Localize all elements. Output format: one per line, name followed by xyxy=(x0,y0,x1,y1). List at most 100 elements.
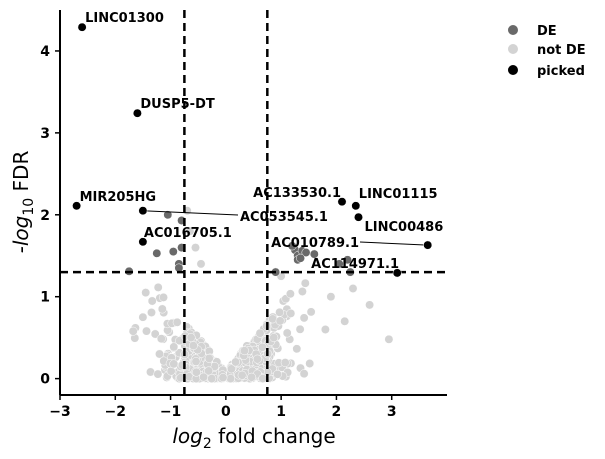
not-de-point xyxy=(340,316,350,326)
de-point xyxy=(163,210,173,220)
not-de-point xyxy=(147,296,157,306)
label-leader-lines xyxy=(142,210,428,246)
picked-point xyxy=(423,240,433,250)
not-de-point xyxy=(348,284,358,293)
picked-label: LINC01300 xyxy=(85,11,164,26)
de-point xyxy=(168,247,178,257)
de-point xyxy=(296,253,305,263)
not-de-point xyxy=(384,334,394,344)
not-de-point xyxy=(252,354,262,364)
not-de-point xyxy=(191,243,200,253)
legend-marker-picked xyxy=(508,65,518,75)
picked-label: DUSP5-DT xyxy=(140,97,214,112)
picked-point xyxy=(337,197,347,207)
y-tick-label: 0 xyxy=(40,372,50,388)
not-de-point xyxy=(299,369,309,379)
not-de-point xyxy=(199,372,209,382)
picked-point xyxy=(354,212,363,222)
picked-point xyxy=(132,108,142,118)
picked-point xyxy=(138,237,148,247)
not-de-points xyxy=(128,206,394,384)
not-de-point xyxy=(292,344,302,354)
legend-marker-de xyxy=(508,25,518,35)
not-de-point xyxy=(186,333,196,343)
not-de-point xyxy=(142,326,151,336)
not-de-point xyxy=(146,367,155,377)
not-de-point xyxy=(231,357,241,367)
y-tick-label: 1 xyxy=(40,290,50,306)
not-de-point xyxy=(185,226,195,236)
y-tick-label: 2 xyxy=(40,208,50,224)
picked-point xyxy=(351,201,361,211)
x-tick-label: −3 xyxy=(49,404,70,420)
not-de-point xyxy=(268,314,278,324)
not-de-point xyxy=(305,359,315,368)
not-de-point xyxy=(273,369,282,379)
label-leader-line xyxy=(359,241,428,246)
not-de-point xyxy=(237,370,247,380)
not-de-point xyxy=(153,369,163,379)
not-de-point xyxy=(365,300,375,310)
picked-point xyxy=(392,268,402,278)
not-de-point xyxy=(326,292,336,302)
picked-point xyxy=(138,206,148,216)
x-tick-label: 2 xyxy=(332,404,342,420)
not-de-point xyxy=(204,366,214,376)
tick-labels: −3 −2 −1 0 1 2 3 0 1 2 3 4 xyxy=(40,44,396,420)
not-de-point xyxy=(157,304,167,314)
not-de-point xyxy=(169,342,179,352)
x-tick-label: 1 xyxy=(276,404,286,420)
not-de-point xyxy=(153,282,163,292)
picked-label: AC114971.1 xyxy=(311,257,399,272)
not-de-point xyxy=(285,289,295,299)
legend: DE not DE picked xyxy=(508,24,586,79)
not-de-point xyxy=(188,341,198,351)
not-de-point xyxy=(247,372,257,382)
picked-label: AC133530.1 xyxy=(253,186,341,201)
not-de-point xyxy=(320,325,330,334)
legend-marker-not-de xyxy=(508,44,518,54)
not-de-point xyxy=(196,259,206,269)
not-de-point xyxy=(159,292,168,302)
not-de-point xyxy=(218,373,228,383)
not-de-point xyxy=(282,328,292,338)
not-de-point xyxy=(207,374,217,384)
not-de-point xyxy=(269,333,279,343)
not-de-point xyxy=(191,367,201,377)
picked-label: MIR205HG xyxy=(80,190,156,205)
x-tick-label: 3 xyxy=(387,404,397,420)
not-de-point xyxy=(147,308,156,317)
picked-label: LINC00486 xyxy=(365,220,444,235)
y-tick-label: 4 xyxy=(40,44,50,60)
de-point xyxy=(309,249,319,259)
y-axis-title: -log10 FDR xyxy=(9,151,37,254)
not-de-point xyxy=(150,329,160,339)
not-de-point xyxy=(299,313,309,323)
not-de-point xyxy=(128,326,138,336)
x-tick-label: −1 xyxy=(160,404,181,420)
legend-label-picked: picked xyxy=(537,64,585,79)
picked-label: LINC01115 xyxy=(359,187,438,202)
x-tick-label: −2 xyxy=(105,404,126,420)
picked-label: AC016705.1 xyxy=(144,226,232,241)
de-point xyxy=(334,259,344,269)
not-de-point xyxy=(141,288,151,298)
not-de-point xyxy=(306,307,316,317)
not-de-point xyxy=(204,353,214,363)
not-de-point xyxy=(258,374,268,383)
picked-label: AC053545.1 xyxy=(240,210,328,225)
picked-points xyxy=(72,22,433,278)
not-de-point xyxy=(172,317,182,327)
not-de-point xyxy=(297,287,307,296)
de-points xyxy=(124,210,355,277)
not-de-point xyxy=(169,359,179,369)
not-de-point xyxy=(226,364,236,374)
x-axis-title: log2 fold change xyxy=(172,424,335,452)
not-de-point xyxy=(255,328,265,338)
de-point xyxy=(343,255,352,265)
de-point xyxy=(287,241,297,251)
not-de-point xyxy=(275,307,285,317)
label-leader-line xyxy=(142,210,239,216)
axes xyxy=(55,10,447,400)
not-de-point xyxy=(257,342,267,352)
